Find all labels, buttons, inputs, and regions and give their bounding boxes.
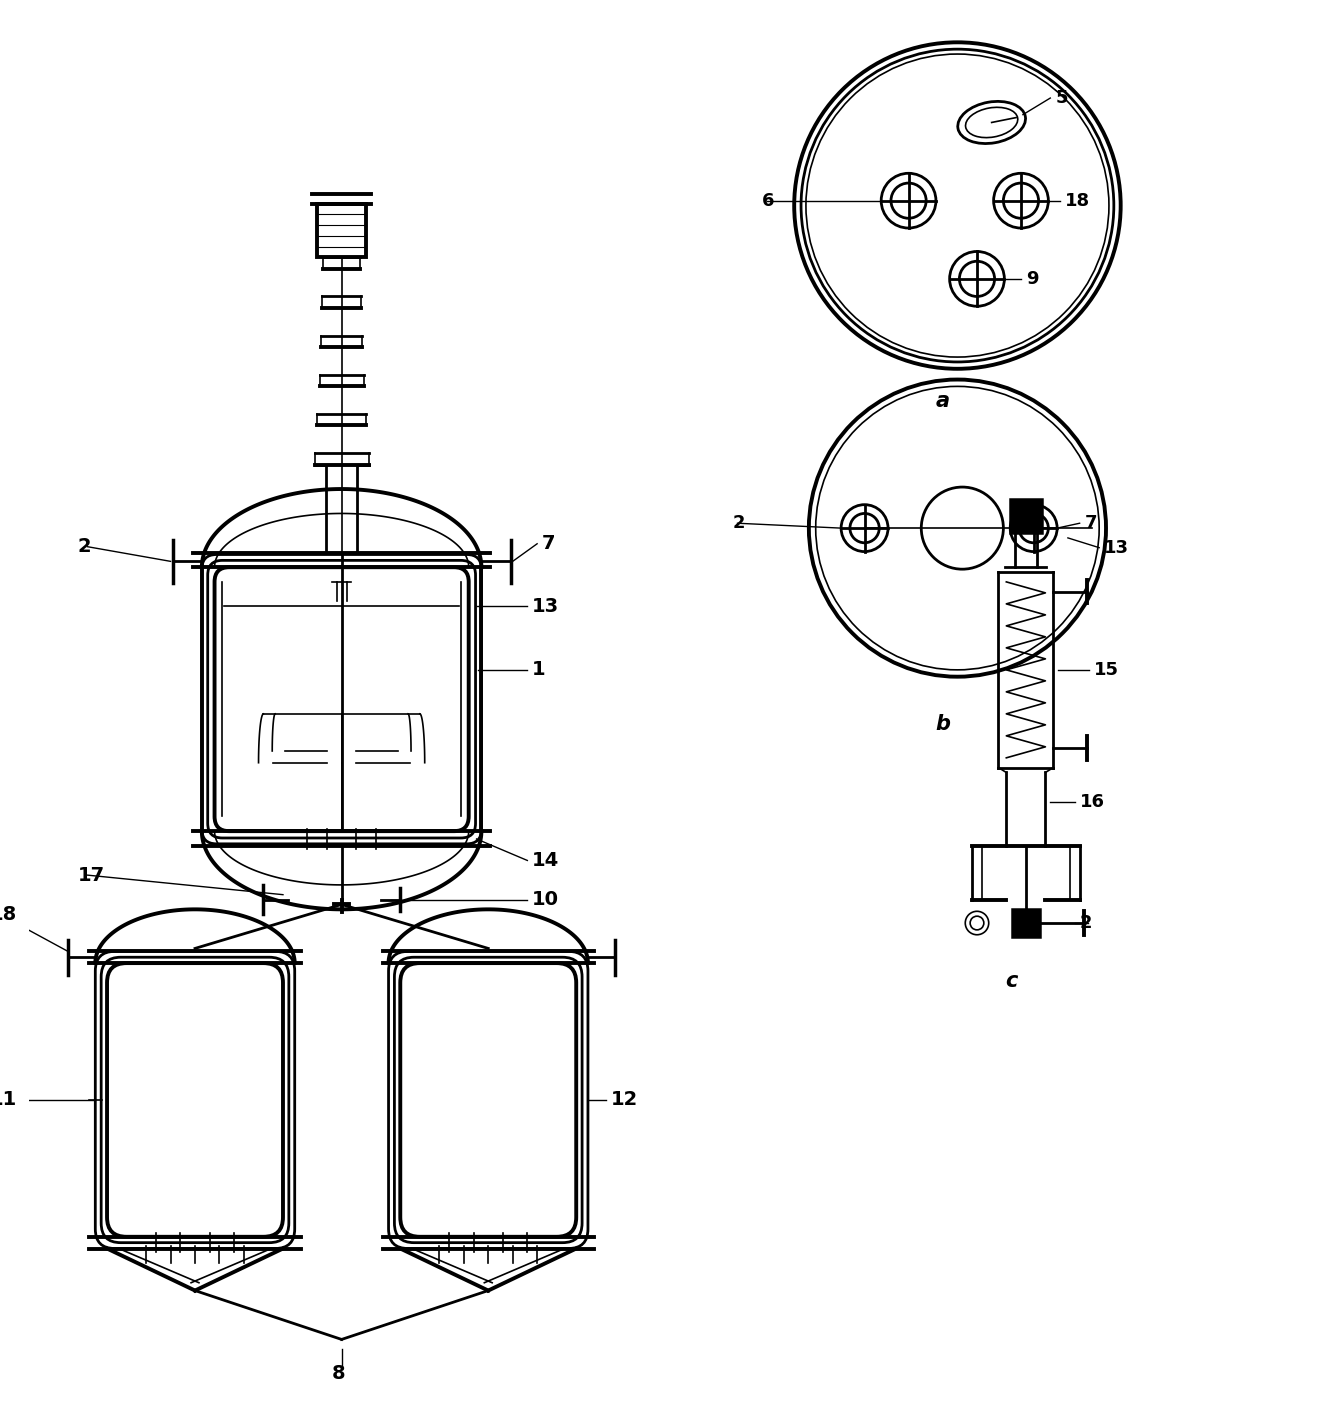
Text: 5: 5 bbox=[1055, 89, 1068, 107]
Text: 1: 1 bbox=[533, 660, 546, 679]
Text: 11: 11 bbox=[0, 1090, 17, 1110]
Bar bbox=[1012, 909, 1040, 936]
Text: 9: 9 bbox=[1025, 270, 1039, 288]
Text: 13: 13 bbox=[1104, 539, 1129, 557]
Circle shape bbox=[993, 174, 1048, 228]
Text: 18: 18 bbox=[1066, 192, 1090, 209]
Circle shape bbox=[891, 182, 926, 218]
Text: 16: 16 bbox=[1079, 793, 1104, 810]
Circle shape bbox=[1019, 513, 1048, 543]
Circle shape bbox=[965, 911, 989, 935]
Text: 18: 18 bbox=[0, 905, 17, 923]
Text: 14: 14 bbox=[533, 851, 560, 870]
Text: 12: 12 bbox=[611, 1090, 637, 1110]
Circle shape bbox=[1004, 182, 1039, 218]
Text: c: c bbox=[1005, 970, 1017, 991]
Text: a: a bbox=[935, 392, 950, 411]
Bar bbox=[317, 204, 366, 257]
Circle shape bbox=[960, 262, 994, 297]
Text: 2: 2 bbox=[1079, 913, 1092, 932]
Bar bbox=[1011, 499, 1041, 533]
Text: 7: 7 bbox=[1084, 515, 1096, 532]
Text: 13: 13 bbox=[533, 597, 560, 617]
Text: 2: 2 bbox=[78, 537, 91, 556]
Circle shape bbox=[816, 386, 1099, 670]
Circle shape bbox=[841, 505, 888, 551]
Text: 15: 15 bbox=[1094, 660, 1119, 679]
Circle shape bbox=[1011, 505, 1057, 551]
Text: 10: 10 bbox=[533, 889, 560, 909]
Circle shape bbox=[849, 513, 879, 543]
Circle shape bbox=[921, 486, 1004, 570]
Text: 2: 2 bbox=[733, 515, 745, 532]
Circle shape bbox=[970, 916, 984, 930]
Text: b: b bbox=[935, 714, 950, 734]
Text: 7: 7 bbox=[542, 534, 556, 553]
Text: 8: 8 bbox=[331, 1365, 345, 1383]
Text: 6: 6 bbox=[762, 192, 774, 209]
Text: 17: 17 bbox=[78, 865, 105, 885]
Circle shape bbox=[882, 174, 935, 228]
Circle shape bbox=[950, 252, 1004, 307]
